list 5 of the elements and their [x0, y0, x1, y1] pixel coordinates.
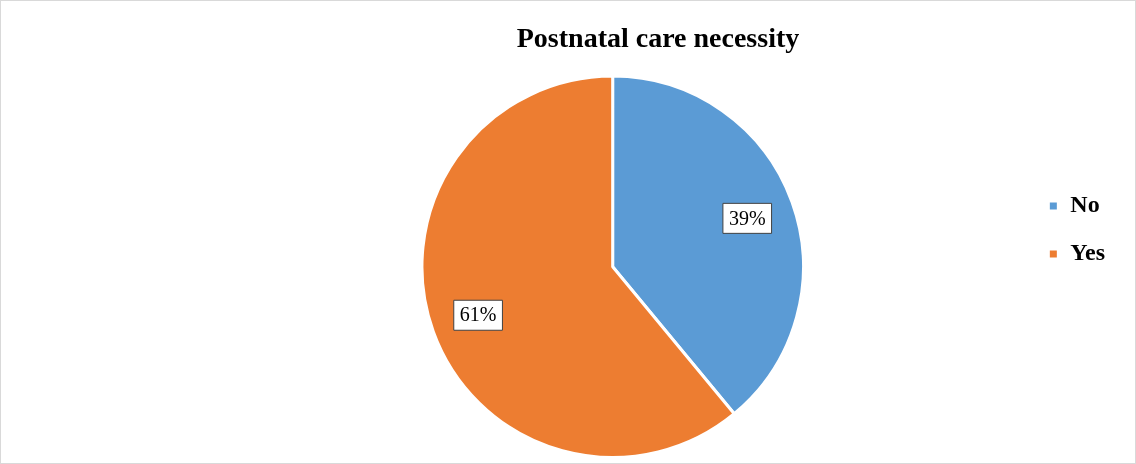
- legend-label: No: [1070, 191, 1100, 218]
- chart-title: Postnatal care necessity: [516, 22, 800, 54]
- data-label: 61%: [459, 303, 497, 326]
- data-label: 39%: [728, 206, 766, 229]
- legend-label: Yes: [1070, 239, 1106, 266]
